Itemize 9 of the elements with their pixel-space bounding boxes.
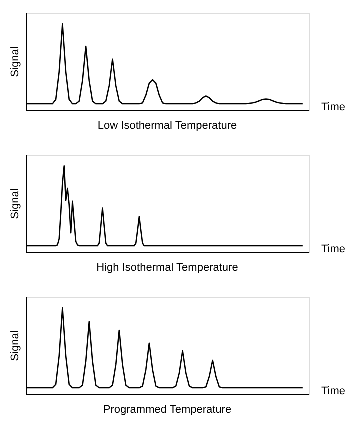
x-axis-title: Time (322, 244, 346, 256)
x-axis-title: Time (322, 102, 346, 114)
y-axis-title: Signal (10, 188, 22, 220)
x-axis-title: Time (322, 386, 346, 398)
text: High Isothermal Temperature (96, 262, 238, 274)
y-axis-title: Signal (10, 46, 22, 78)
text: Programmed Temperature (103, 404, 232, 416)
text: Low Isothermal Temperature (98, 120, 238, 132)
y-axis-title: Signal (10, 330, 22, 362)
